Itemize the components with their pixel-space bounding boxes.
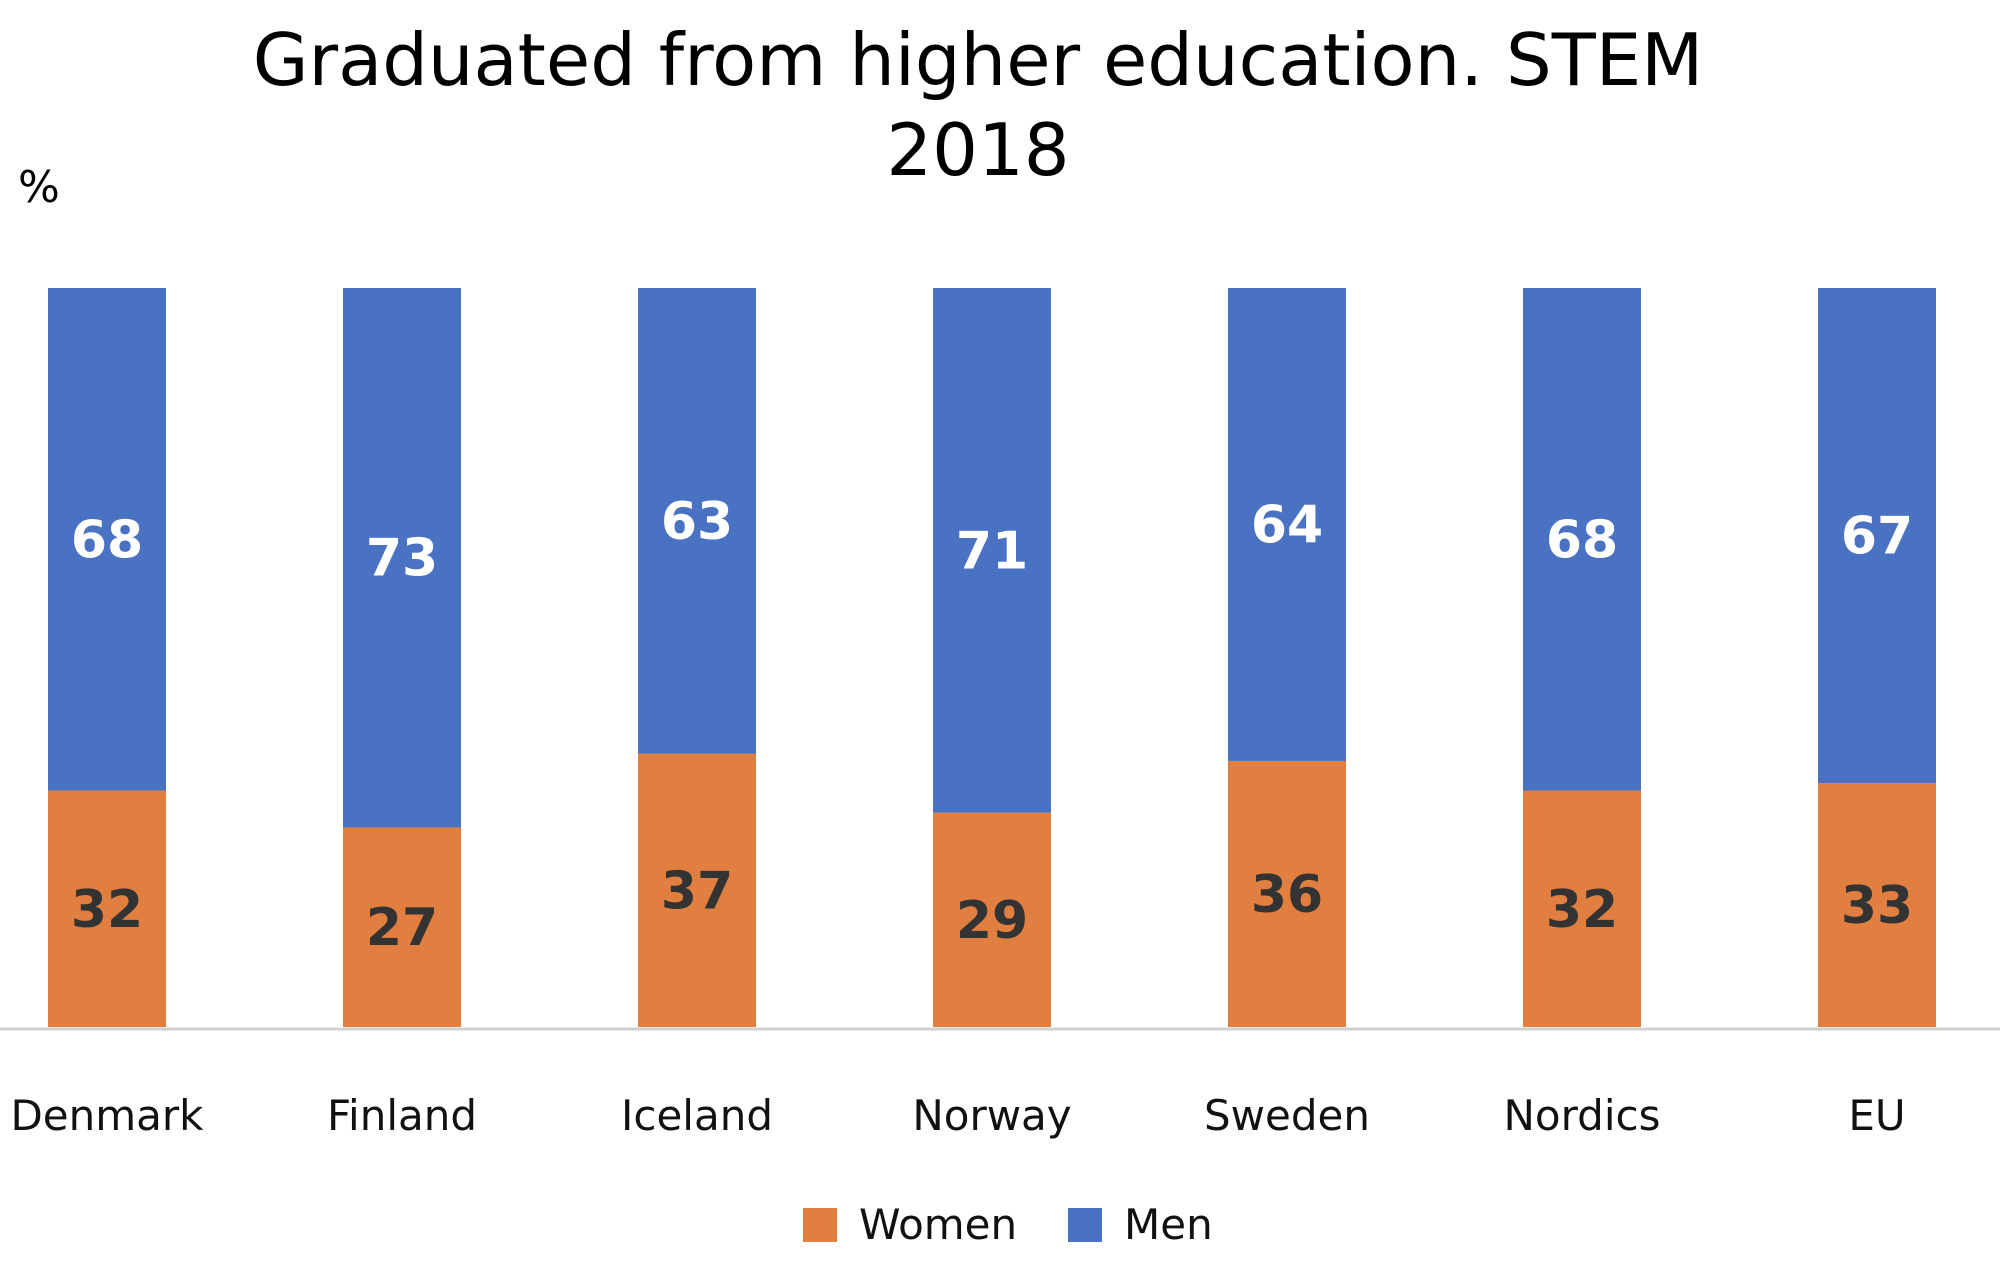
bar-women-eu: [1818, 783, 1936, 1027]
x-tick-label: Iceland: [621, 1091, 773, 1140]
bar-men-iceland: [638, 288, 756, 754]
bar-women-iceland: [638, 753, 756, 1027]
x-tick-label: EU: [1848, 1091, 1905, 1140]
x-tick-label: Nordics: [1504, 1091, 1661, 1140]
data-label-women: 27: [366, 898, 438, 958]
bar-men-nordics: [1523, 288, 1641, 791]
bar-men-norway: [933, 288, 1051, 813]
data-label-men: 73: [366, 529, 438, 589]
chart-subtitle: 2018: [886, 108, 1069, 192]
bar-women-nordics: [1523, 790, 1641, 1027]
chart-title: Graduated from higher education. STEM: [253, 18, 1704, 102]
data-label-women: 37: [661, 861, 733, 921]
data-label-men: 68: [1546, 510, 1618, 570]
bar-men-denmark: [48, 288, 166, 791]
legend-label-women: Women: [859, 1200, 1017, 1249]
data-label-women: 29: [956, 891, 1028, 951]
data-label-women: 36: [1251, 865, 1323, 925]
legend-label-men: Men: [1124, 1200, 1213, 1249]
data-label-men: 63: [661, 492, 733, 552]
x-tick-label: Denmark: [10, 1091, 204, 1140]
bar-men-finland: [343, 288, 461, 828]
legend: Women Men: [803, 1200, 1213, 1249]
legend-swatch-men: [1068, 1208, 1102, 1242]
x-tick-label: Finland: [327, 1091, 477, 1140]
data-label-women: 32: [1546, 880, 1618, 940]
legend-swatch-women: [803, 1208, 837, 1242]
bar-men-eu: [1818, 288, 1936, 784]
bar-women-norway: [933, 812, 1051, 1027]
data-label-men: 67: [1841, 507, 1913, 567]
bar-women-finland: [343, 827, 461, 1027]
bar-women-denmark: [48, 790, 166, 1027]
bar-women-sweden: [1228, 760, 1346, 1027]
data-label-men: 68: [71, 510, 143, 570]
y-axis-label: %: [18, 162, 60, 213]
data-label-women: 32: [71, 880, 143, 940]
data-label-men: 64: [1251, 495, 1323, 555]
data-label-men: 71: [956, 521, 1028, 581]
x-tick-label: Sweden: [1204, 1091, 1370, 1140]
bar-men-sweden: [1228, 288, 1346, 761]
x-tick-label: Norway: [912, 1091, 1071, 1140]
data-label-women: 33: [1841, 876, 1913, 936]
